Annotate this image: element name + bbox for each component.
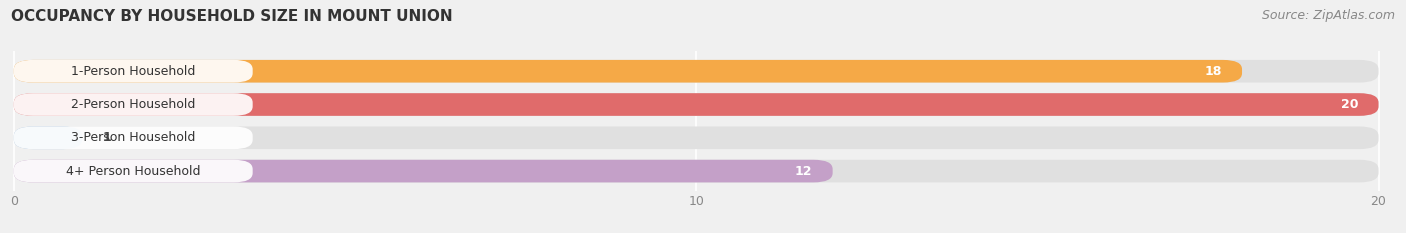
Text: 4+ Person Household: 4+ Person Household [66,164,201,178]
FancyBboxPatch shape [14,127,1378,149]
Text: Source: ZipAtlas.com: Source: ZipAtlas.com [1261,9,1395,22]
FancyBboxPatch shape [14,60,253,82]
Text: OCCUPANCY BY HOUSEHOLD SIZE IN MOUNT UNION: OCCUPANCY BY HOUSEHOLD SIZE IN MOUNT UNI… [11,9,453,24]
FancyBboxPatch shape [14,93,1378,116]
Text: 12: 12 [794,164,813,178]
Text: 3-Person Household: 3-Person Household [72,131,195,144]
FancyBboxPatch shape [14,93,253,116]
Text: 1-Person Household: 1-Person Household [72,65,195,78]
FancyBboxPatch shape [14,160,253,182]
Text: 18: 18 [1204,65,1222,78]
FancyBboxPatch shape [14,60,1378,82]
Text: 1: 1 [103,131,111,144]
FancyBboxPatch shape [14,160,1378,182]
FancyBboxPatch shape [14,160,832,182]
FancyBboxPatch shape [14,127,253,149]
FancyBboxPatch shape [14,93,1378,116]
FancyBboxPatch shape [14,60,1241,82]
Text: 20: 20 [1340,98,1358,111]
FancyBboxPatch shape [14,127,82,149]
Text: 2-Person Household: 2-Person Household [72,98,195,111]
